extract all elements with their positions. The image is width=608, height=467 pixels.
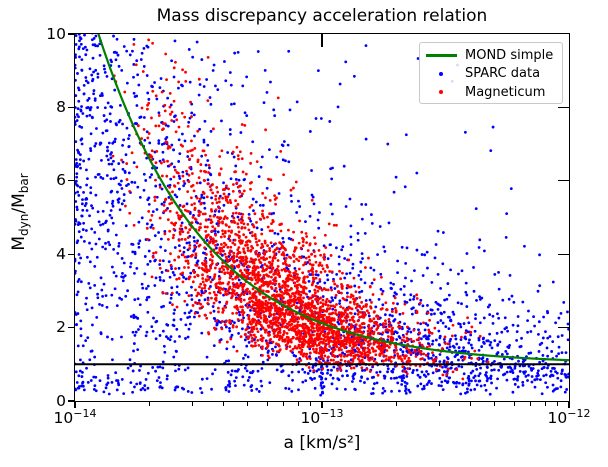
y-major-tick (68, 180, 74, 182)
x-major-tick (74, 402, 76, 408)
legend-label: SPARC data (465, 66, 541, 82)
y-major-tick (68, 327, 74, 329)
y-major-tick (68, 253, 74, 255)
y-tick-label: 4 (56, 244, 66, 263)
x-minor-tick (530, 402, 532, 406)
y-tick-label: 6 (56, 171, 66, 190)
legend-dot-icon (439, 90, 443, 95)
x-minor-tick (247, 402, 249, 406)
x-tick-label: 10−13 (287, 407, 357, 427)
y-tick-label: 10 (46, 24, 66, 43)
x-tick-exponent: −14 (73, 407, 97, 420)
y-tick-label: 0 (56, 391, 66, 410)
x-minor-tick (544, 402, 546, 406)
x-tick-base: 10 (300, 409, 321, 427)
x-tick-exponent: −13 (320, 407, 344, 420)
legend-item-sparc-data: SPARC data (420, 65, 562, 84)
y-major-tick (68, 106, 74, 108)
x-minor-tick (223, 402, 225, 406)
x-minor-tick (494, 402, 496, 406)
x-major-tick (321, 402, 323, 408)
y-axis-label-subscript: bar (17, 173, 32, 194)
x-minor-tick (192, 402, 194, 406)
x-minor-tick (557, 402, 559, 406)
y-axis-label-subscript: dyn (17, 213, 32, 236)
y-axis-label-part: /M (8, 193, 29, 214)
x-minor-tick (395, 402, 397, 406)
y-major-tick (68, 33, 74, 35)
x-tick-label: 10−14 (40, 407, 110, 427)
legend-dot-icon (439, 71, 443, 76)
x-minor-tick (439, 402, 441, 406)
legend-label: Magneticum (465, 84, 546, 100)
legend-line-icon (425, 54, 457, 57)
x-tick-exponent: −12 (567, 407, 591, 420)
x-tick-base: 10 (53, 409, 74, 427)
y-tick-label: 8 (56, 97, 66, 116)
x-major-tick (568, 402, 570, 408)
x-minor-tick (297, 402, 299, 406)
legend-item-magneticum: Magneticum (420, 83, 562, 102)
legend-label: MOND simple (465, 47, 554, 63)
x-tick-base: 10 (547, 409, 568, 427)
x-minor-tick (513, 402, 515, 406)
x-minor-tick (310, 402, 312, 406)
legend: MOND simple SPARC data Magneticum (419, 42, 563, 104)
y-axis-label: Mdyn/Mbar (9, 173, 31, 250)
chart-title: Mass discrepancy acceleration relation (156, 6, 488, 26)
y-axis-label-part: M (8, 235, 29, 251)
x-minor-tick (148, 402, 150, 406)
x-minor-tick (470, 402, 472, 406)
x-minor-tick (283, 402, 285, 406)
x-minor-tick (266, 402, 268, 406)
x-tick-label: 10−12 (534, 407, 604, 427)
y-tick-label: 2 (56, 318, 66, 337)
y-major-tick (68, 400, 74, 402)
legend-item-mond-simple: MOND simple (420, 46, 562, 65)
x-axis-label: a [km/s²] (283, 433, 361, 453)
